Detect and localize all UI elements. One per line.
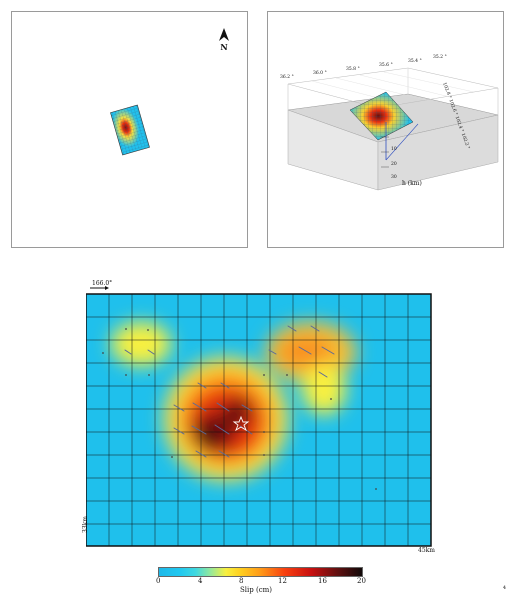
colorbar-tick-16: 16 <box>318 577 327 585</box>
lat-tick-1: 36.0 ° <box>313 71 327 76</box>
lat-tick-3: 35.6 ° <box>379 63 393 68</box>
hypocenter-star-icon <box>232 415 250 432</box>
lat-tick-4: 35.4 ° <box>408 59 422 64</box>
rake-vectors <box>124 325 335 458</box>
depth-axis-label: h (km) <box>402 180 422 187</box>
slip-colorbar <box>158 567 363 577</box>
north-arrow: N <box>217 28 231 52</box>
colorbar-tick-4: 4 <box>198 577 203 585</box>
lat-tick-5: 35.2 ° <box>433 55 447 60</box>
small-rake-marks <box>102 328 377 490</box>
depth-tick-30: 30 <box>391 175 397 180</box>
fault-width-label: 33km <box>82 516 89 533</box>
colorbar-tick-8: 8 <box>239 577 244 585</box>
strike-label: 166.0° <box>92 280 113 287</box>
subfault-grid <box>86 294 431 546</box>
colorbar-tick-12: 12 <box>278 577 287 585</box>
colorbar-label: Slip (cm) <box>240 586 272 594</box>
depth-tick-20: 20 <box>391 162 397 167</box>
view-3d-panel: 36.2 ° 36.0 ° 35.8 ° 35.6 ° 35.4 ° 35.2 … <box>267 11 504 248</box>
fault-plane-3d <box>349 91 414 141</box>
map-view-panel: N <box>11 11 248 248</box>
colorbar-tick-20: 20 <box>357 577 366 585</box>
lat-tick-0: 36.2 ° <box>280 75 294 80</box>
map-fault-patch <box>110 104 150 156</box>
view-3d-canvas <box>287 67 499 191</box>
map-view-canvas <box>110 104 150 156</box>
slip-field <box>86 293 432 547</box>
north-arrow-icon <box>219 28 229 41</box>
depth-tick-10: 10 <box>391 147 397 152</box>
fault-length-label: 45km <box>418 547 435 554</box>
north-label: N <box>220 42 228 52</box>
slip-distribution-map <box>86 286 432 547</box>
lat-tick-2: 35.8 ° <box>346 67 360 72</box>
depth-wall-right <box>377 114 499 191</box>
page-number: 4 <box>502 585 506 591</box>
colorbar-tick-0: 0 <box>156 577 161 585</box>
